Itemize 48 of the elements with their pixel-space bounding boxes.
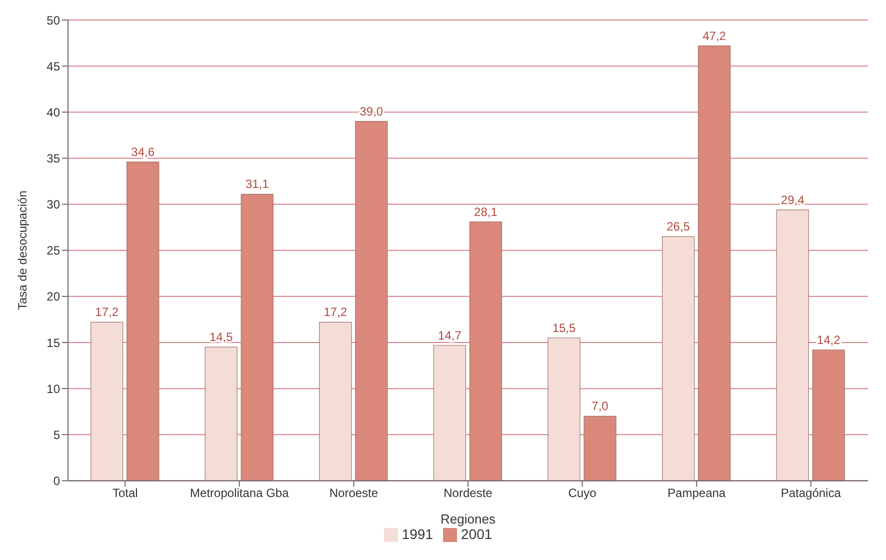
bar [90,322,124,481]
bar [319,322,352,481]
bar [548,338,580,481]
data-label: 26,5 [666,220,690,234]
x-tick-label: Total [112,486,138,500]
x-tick-label: Metropolitana Gba [190,486,290,500]
bar [355,121,388,481]
bar [433,344,466,481]
y-tick-label: 35 [46,151,60,166]
y-axis-title: Tasa de desocupación [15,190,30,310]
y-tick-label: 25 [46,244,60,258]
x-tick-label: Pampeana [668,486,726,500]
data-label: 28,1 [474,204,498,219]
y-tick-label: 45 [46,59,60,74]
legend-label: 1991 [402,526,433,542]
bar [662,236,695,481]
data-label: 7,0 [592,399,609,414]
data-label: 14,5 [209,330,234,344]
bar [812,350,845,481]
y-tick-label: 40 [46,105,60,120]
y-tick-label: 15 [46,336,60,350]
y-tick-label: 0 [53,474,60,488]
y-tick-label: 50 [46,13,60,28]
x-axis-title: Regiones [440,512,496,527]
bar [126,162,160,481]
data-label: 31,1 [245,177,270,192]
bar [240,194,274,481]
data-label: 29,4 [780,192,805,207]
data-label: 17,2 [324,305,348,320]
x-tick-label: Noroeste [329,486,378,500]
bar [776,210,809,481]
x-tick-label: Nordeste [444,486,493,500]
y-tick-label: 10 [46,382,60,396]
x-tick-label: Patagónica [780,486,842,500]
data-label: 15,5 [552,320,576,335]
y-tick-label: 30 [46,198,60,212]
y-tick-label: 20 [46,290,60,304]
data-label: 14,7 [438,328,462,342]
y-tick-label: 5 [53,428,60,442]
bar [204,346,238,481]
data-label: 34,6 [131,144,155,159]
bar [469,221,502,481]
data-label: 17,2 [95,305,119,320]
x-tick-label: Cuyo [568,486,597,500]
bar [698,46,731,481]
legend-label: 2001 [461,526,492,542]
bar [584,416,616,481]
data-label: 47,2 [702,28,726,43]
